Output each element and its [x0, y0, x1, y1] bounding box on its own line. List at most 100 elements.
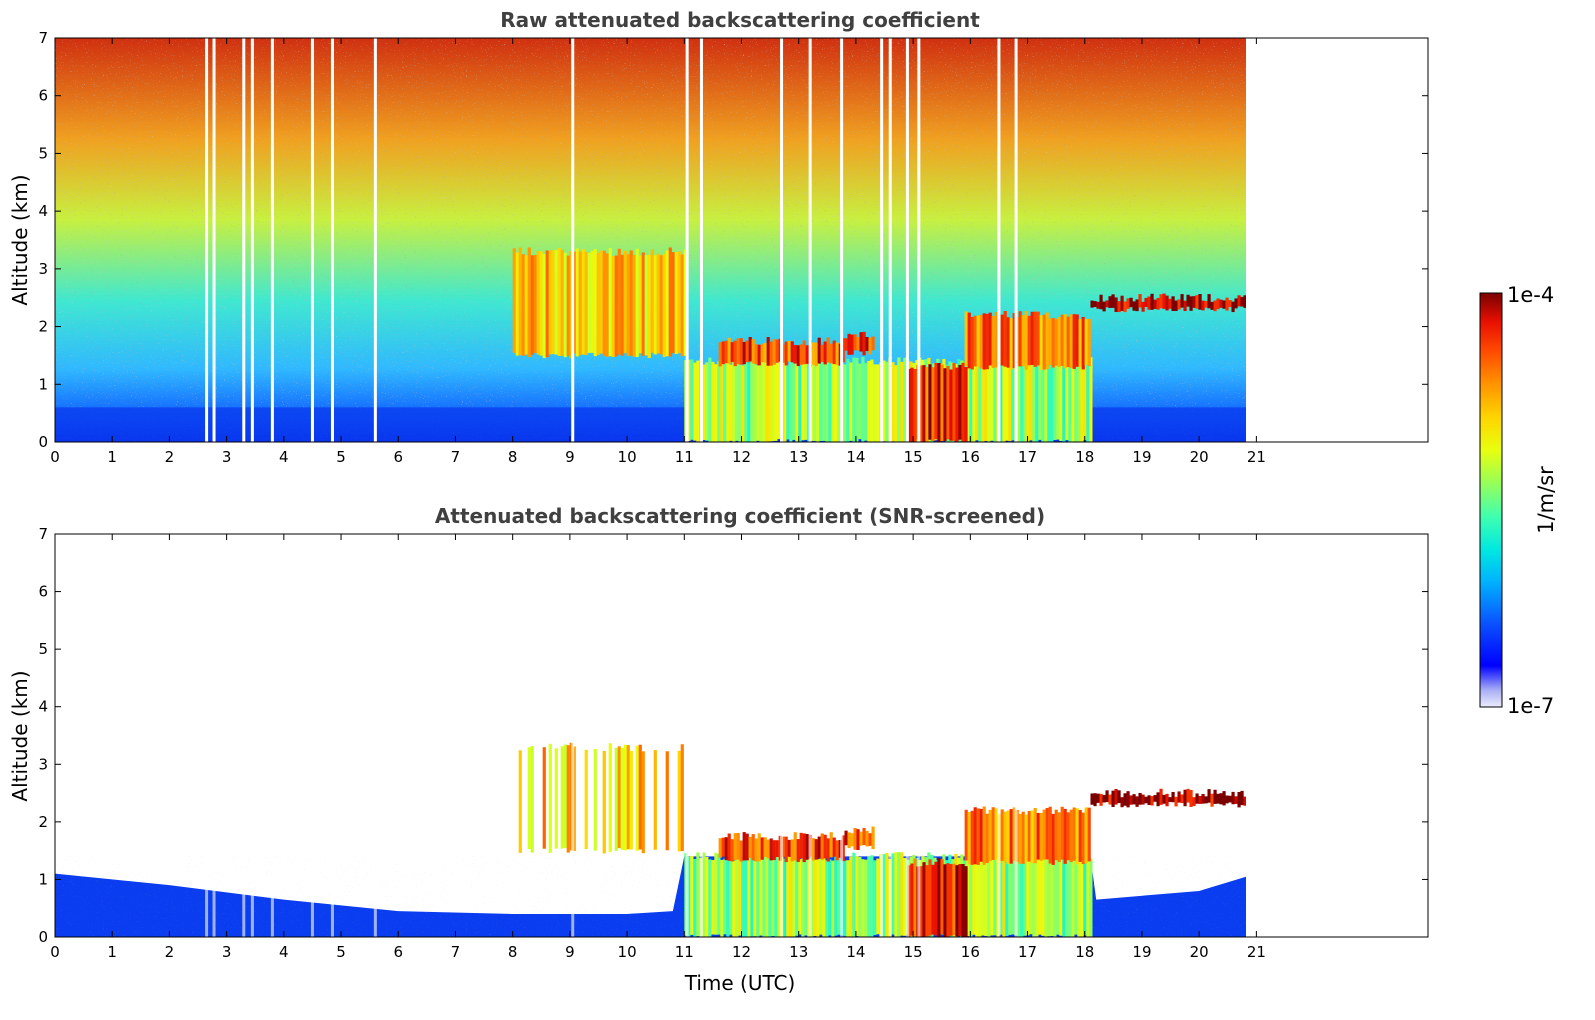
- heat-cell: [1041, 364, 1045, 442]
- heat-cell: [925, 865, 929, 937]
- heat-cell: [747, 363, 751, 442]
- heat-cell: [891, 362, 895, 442]
- heat-cell: [741, 860, 745, 937]
- heat-cell: [966, 853, 970, 937]
- heat-cell: [554, 748, 558, 849]
- gap-column: [888, 534, 892, 937]
- heat-cell: [1213, 300, 1217, 312]
- heat-cell: [837, 357, 841, 442]
- heat-cell: [717, 853, 721, 935]
- heat-cell: [759, 858, 763, 936]
- heat-cell: [671, 252, 675, 354]
- heat-cell: [1080, 852, 1084, 937]
- heat-cell: [871, 336, 875, 351]
- heat-cell: [720, 859, 724, 937]
- heat-cell: [955, 367, 959, 442]
- y-tick-label: 2: [38, 318, 48, 336]
- heat-cell: [1012, 313, 1016, 369]
- heat-cell: [1044, 855, 1048, 937]
- heat-cell: [754, 838, 758, 862]
- raw-heatmap: [55, 38, 1258, 442]
- heat-cell: [822, 362, 826, 441]
- heat-cell: [1186, 788, 1190, 803]
- heat-cell: [1042, 314, 1046, 370]
- heat-cell: [1045, 312, 1049, 370]
- heat-cell: [979, 808, 983, 862]
- x-tick-label: 16: [961, 943, 980, 961]
- heat-cell: [934, 362, 938, 440]
- heat-cell: [844, 338, 848, 351]
- gap-column: [270, 534, 274, 937]
- y-tick-label: 5: [38, 144, 48, 162]
- heat-cell: [738, 361, 742, 442]
- heat-cell: [1183, 300, 1187, 312]
- heat-cell: [665, 751, 669, 851]
- heat-cell: [545, 250, 549, 358]
- heat-cell: [1065, 854, 1069, 937]
- heat-cell: [1000, 314, 1004, 366]
- heat-cell: [772, 840, 776, 861]
- heat-cell: [668, 247, 672, 357]
- heat-cell: [727, 337, 731, 364]
- heat-cell: [771, 362, 775, 442]
- heat-cell: [1129, 795, 1133, 805]
- y-tick-label: 2: [38, 813, 48, 831]
- x-tick-label: 5: [336, 943, 346, 961]
- heat-cell: [738, 856, 742, 936]
- heat-cell: [578, 251, 582, 356]
- heat-cell: [1216, 298, 1220, 310]
- heat-cell: [1102, 795, 1106, 803]
- heat-cell: [1255, 297, 1258, 309]
- heat-cell: [614, 747, 618, 851]
- heat-cell: [760, 343, 764, 363]
- heat-cell: [1030, 311, 1034, 366]
- heat-cell: [724, 837, 728, 861]
- heat-cell: [1057, 812, 1061, 863]
- heat-cell: [870, 855, 874, 937]
- gap-column: [997, 534, 1001, 937]
- heat-cell: [729, 364, 733, 441]
- heat-cell: [632, 254, 636, 357]
- x-tick-label: 13: [789, 448, 808, 466]
- heat-cell: [763, 837, 767, 858]
- heat-cell: [919, 866, 923, 937]
- heat-cell: [799, 832, 803, 859]
- heat-cell: [1246, 298, 1249, 312]
- heat-cell: [796, 345, 800, 367]
- heat-cell: [798, 859, 802, 935]
- heat-cell: [653, 255, 657, 355]
- heat-cell: [714, 364, 718, 442]
- heat-cell: [665, 250, 669, 357]
- heat-cell: [1020, 356, 1024, 442]
- heat-cell: [1023, 853, 1027, 936]
- heat-cell: [723, 858, 727, 935]
- heat-cell: [1159, 788, 1163, 805]
- heat-cell: [789, 358, 793, 442]
- screened-aerosol-plume: [518, 742, 684, 854]
- x-tick-label: 8: [508, 943, 518, 961]
- heat-cell: [1102, 301, 1106, 312]
- x-tick-label: 14: [846, 943, 865, 961]
- x-tick-label: 13: [789, 943, 808, 961]
- heat-cell: [1123, 301, 1127, 313]
- panel-screened-ylabel: Altitude (km): [8, 670, 32, 801]
- heat-cell: [1174, 796, 1178, 807]
- heat-cell: [1099, 294, 1103, 310]
- aerosol-plume: [512, 247, 687, 359]
- heat-cell: [903, 357, 907, 442]
- heat-cell: [602, 250, 606, 356]
- heat-cell: [1126, 298, 1130, 309]
- heat-cell: [940, 364, 944, 442]
- heat-cell: [835, 840, 839, 861]
- heat-cell: [1201, 300, 1205, 311]
- y-tick-label: 5: [38, 640, 48, 658]
- heat-cell: [1020, 858, 1024, 937]
- heat-cell: [990, 854, 994, 936]
- heat-cell: [990, 363, 994, 441]
- heat-cell: [777, 852, 781, 937]
- heat-cell: [961, 362, 965, 442]
- heat-cell: [1150, 293, 1154, 310]
- heat-cell: [1045, 808, 1049, 860]
- heat-cell: [1132, 301, 1136, 311]
- heat-cell: [978, 859, 982, 937]
